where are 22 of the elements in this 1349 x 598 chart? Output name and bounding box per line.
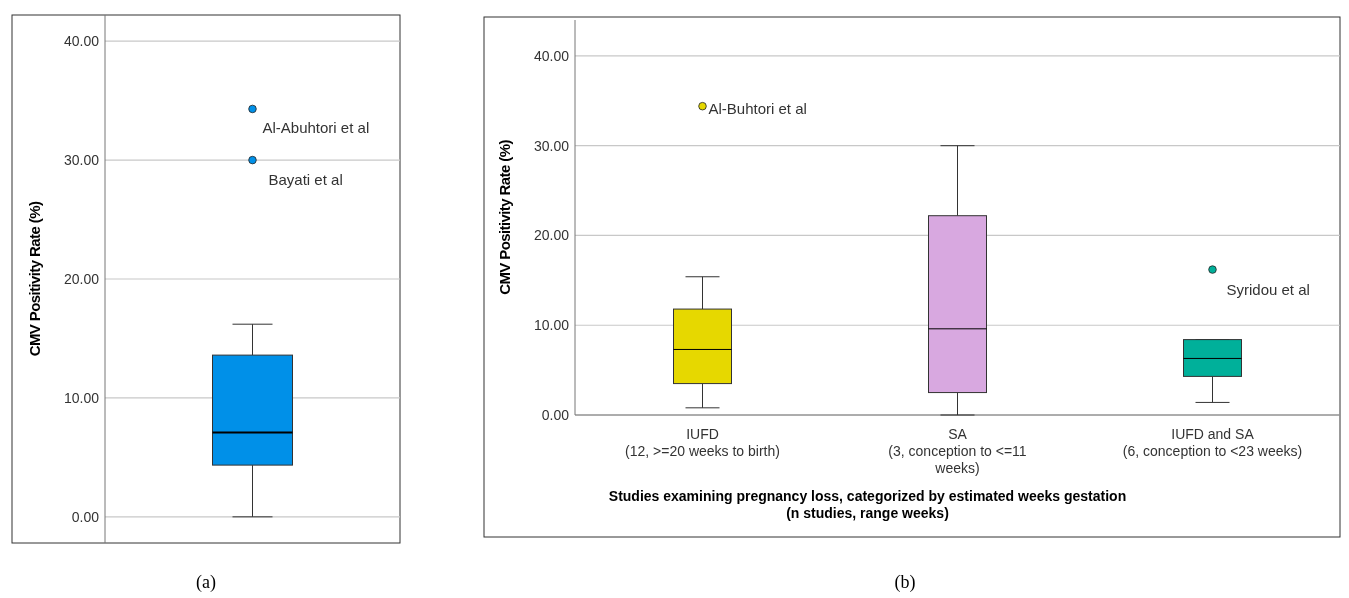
text: (b) [894, 572, 916, 593]
x-tick-label: IUFD (12, >=20 weeks to birth) [625, 426, 780, 459]
y-tick-label: 20.00 [533, 227, 570, 244]
annotation: Al-Buhtori et al [708, 100, 807, 118]
y-tick-label: 20.00 [63, 270, 100, 287]
annotation: Bayati et al [268, 171, 343, 189]
x-axis-title: Studies examining pregnancy loss, categorized by estimated weeks gestation (n studies, range weeks) [608, 488, 1127, 521]
y-tick-label: 40.00 [63, 33, 100, 50]
y-tick-label: 30.00 [63, 151, 100, 168]
annotation: Al-Abuhtori et al [262, 118, 370, 136]
y-tick-label: 10.00 [63, 389, 100, 406]
y-tick-label: 10.00 [533, 317, 570, 334]
y-tick-label: 0.00 [71, 508, 100, 525]
x-tick-label: IUFD and SA (6, conception to <23 weeks) [1122, 426, 1303, 459]
x-tick-label: SA (3, conception to <=11 weeks) [888, 426, 1027, 476]
annotation: Syridou et al [1226, 280, 1310, 298]
y-tick-label: 0.00 [541, 406, 570, 423]
y-tick-label: 30.00 [533, 137, 570, 154]
text: (a) [196, 572, 216, 593]
y-axis-title: CMV Positivity Rate (%) [26, 201, 43, 357]
y-axis-title: CMV Positivity Rate (%) [496, 139, 513, 295]
y-tick-label: 40.00 [533, 47, 570, 64]
